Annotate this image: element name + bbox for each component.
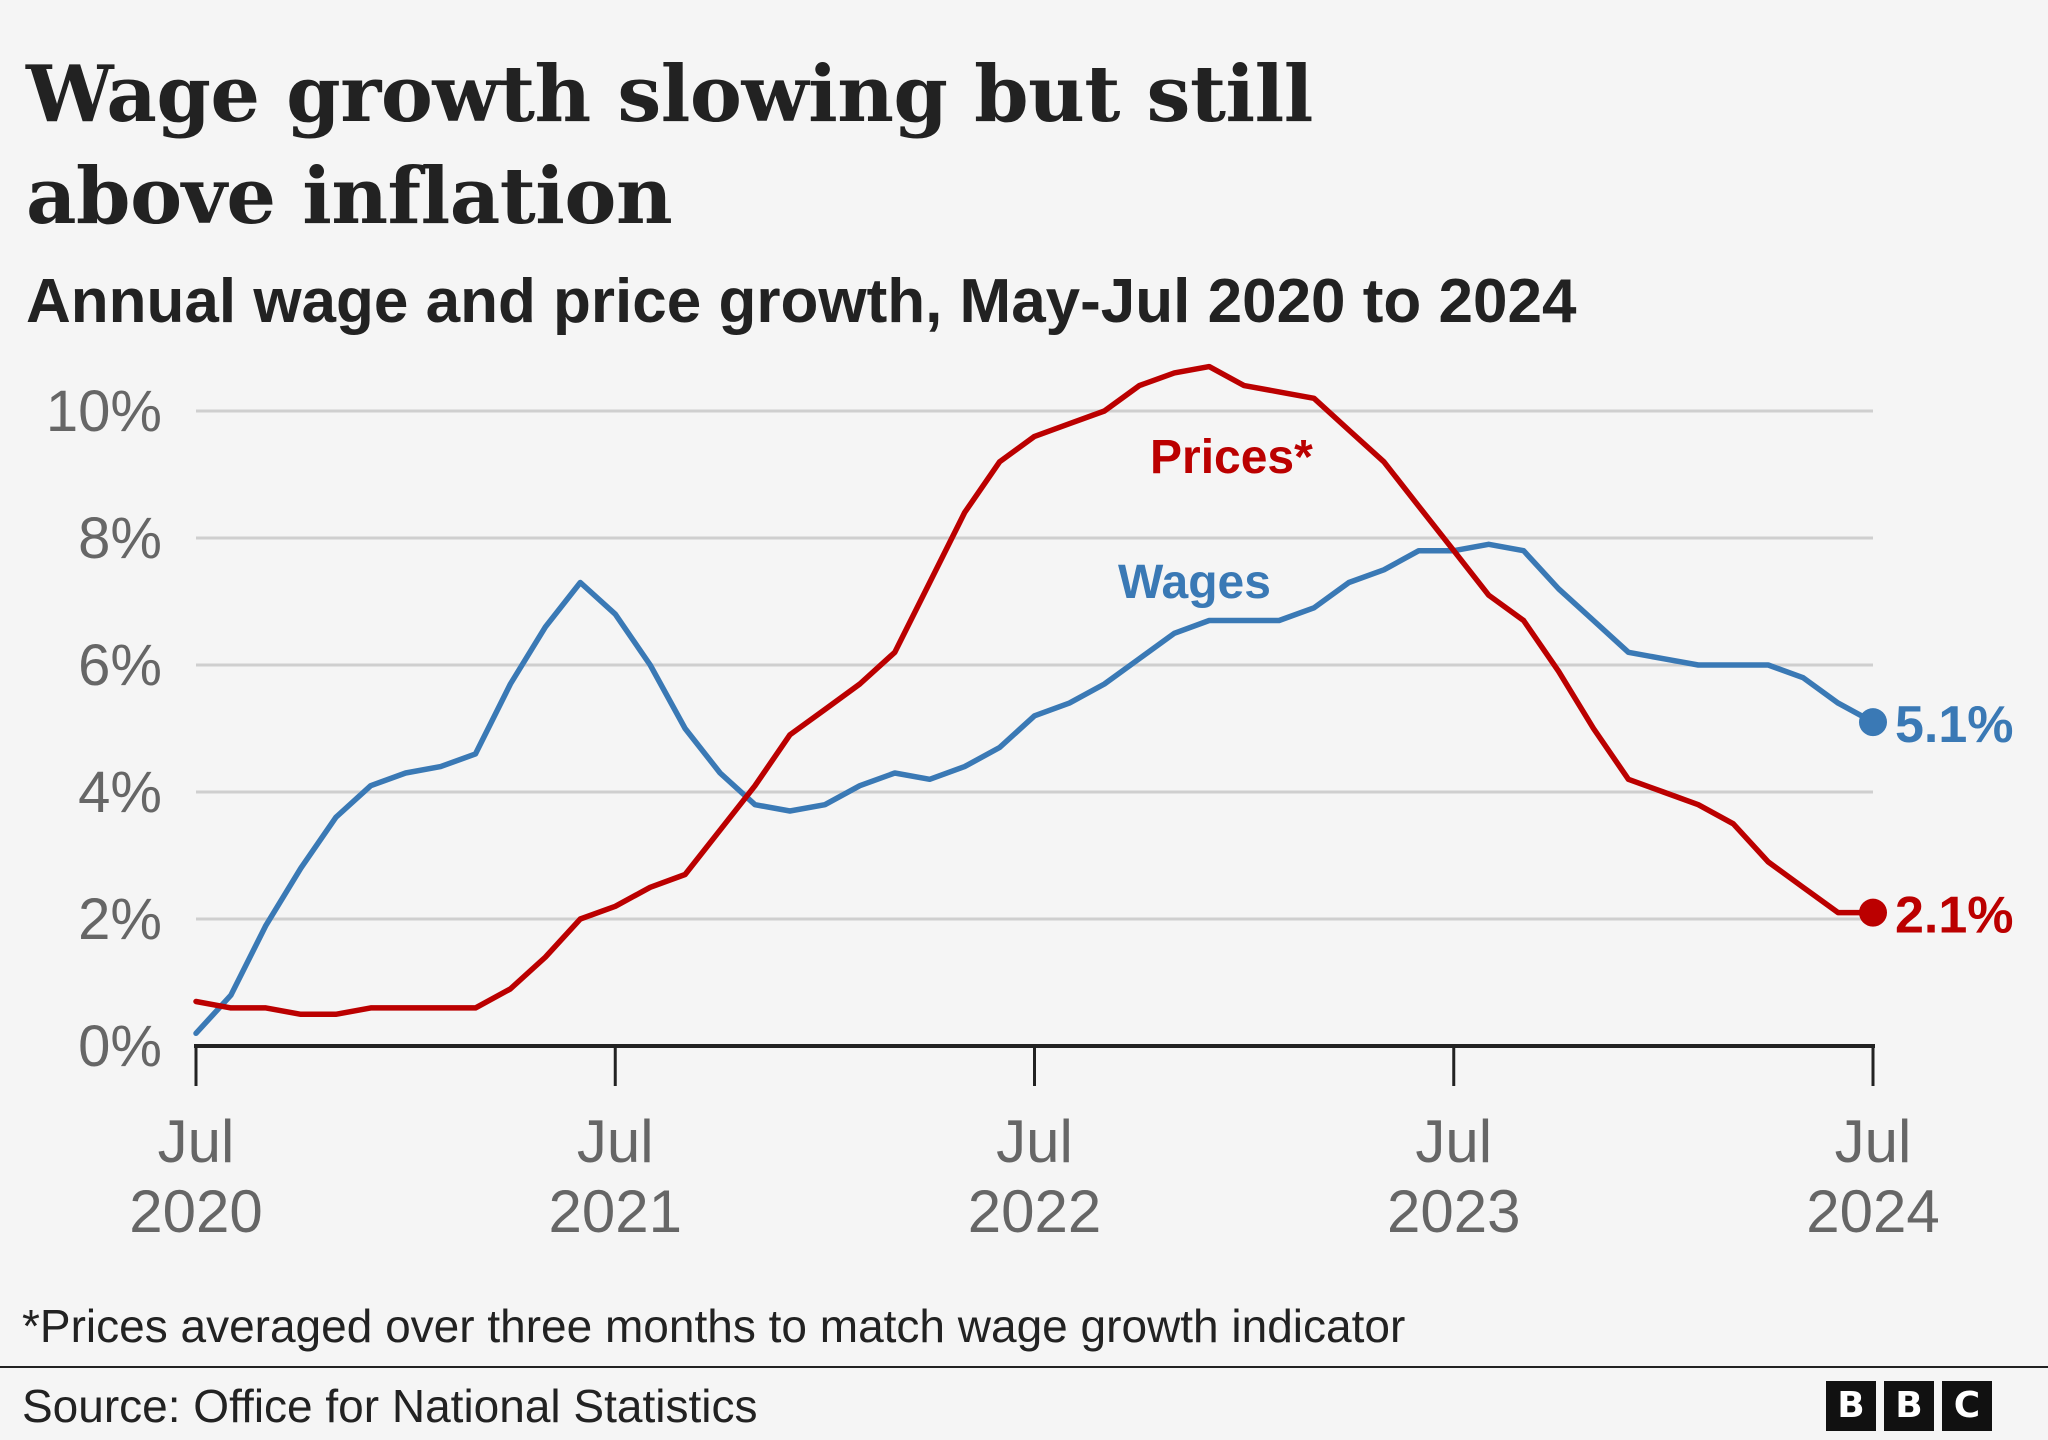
y-axis-tick-labels: 0% 2% 4% 6% 8% 10% (46, 379, 162, 1079)
y-tick-label: 10% (46, 379, 162, 444)
logo-letter: B (1826, 1381, 1876, 1431)
y-tick-label: 4% (78, 760, 162, 825)
line-chart: 0%2%4%6%8%10% Jul2020Jul2021Jul2022Jul20… (46, 363, 2014, 1245)
x-tick-label-month: Jul (1835, 1108, 1912, 1175)
series-lines (193, 363, 1887, 1037)
y-tick-label: 6% (78, 633, 162, 698)
wages-series-label: Wages (1118, 556, 1271, 609)
footer-divider (0, 1366, 2048, 1368)
x-tick-label-year: 2023 (1387, 1178, 1520, 1245)
x-tick-label-year: 2024 (1806, 1178, 1939, 1245)
prices-line (193, 363, 1876, 1018)
series-labels: 5.1% 2.1% Wages Prices* (1118, 431, 2014, 945)
x-tick-label-year: 2020 (129, 1178, 262, 1245)
prices-end-marker (1859, 898, 1887, 927)
prices-series-label: Prices* (1150, 431, 1313, 484)
logo-letter: B (1884, 1381, 1934, 1431)
x-tick-label-month: Jul (996, 1108, 1073, 1175)
x-tick-label-month: Jul (158, 1108, 235, 1175)
footnote: *Prices averaged over three months to ma… (22, 1300, 1406, 1352)
wages-end-marker (1859, 708, 1887, 737)
x-tick-label-year: 2021 (549, 1178, 682, 1245)
wages-line (193, 541, 1876, 1037)
y-tick-label: 2% (78, 887, 162, 952)
x-tick-label-year: 2022 (968, 1178, 1101, 1245)
chart-subtitle: Annual wage and price growth, May-Jul 20… (26, 267, 1577, 336)
y-tick-label: 0% (78, 1014, 162, 1079)
y-tick-label: 8% (78, 506, 162, 571)
x-tick-label-month: Jul (1415, 1108, 1492, 1175)
x-tick-label-month: Jul (577, 1108, 654, 1175)
gridlines (196, 409, 1873, 921)
bbc-logo: B B C (1826, 1381, 1992, 1431)
prices-end-label: 2.1% (1895, 887, 2014, 945)
wages-end-label: 5.1% (1895, 696, 2014, 754)
chart-title: Wage growth slowing but still above infl… (26, 49, 1313, 242)
logo-letter: C (1942, 1381, 1992, 1431)
source-note: Source: Office for National Statistics (22, 1380, 758, 1432)
